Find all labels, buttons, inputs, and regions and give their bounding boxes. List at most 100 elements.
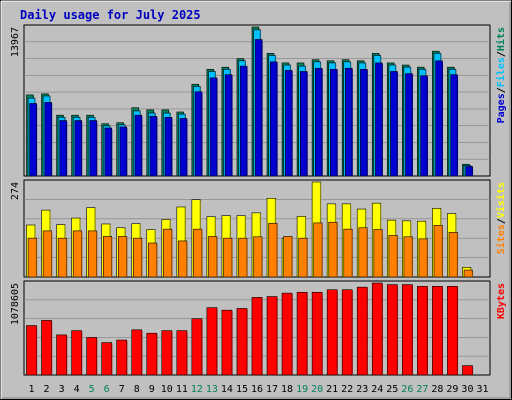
bar-sites-day-5-body (87, 230, 97, 278)
bar-sites-day-6 (102, 236, 113, 278)
bar-kbytes-day-17-body (266, 296, 278, 376)
side-label-part: / (496, 51, 507, 57)
bar-sites-day-3-body (57, 237, 67, 278)
bar-pages-day-20 (315, 67, 323, 177)
day-label: 17 (266, 384, 278, 395)
day-label: 13 (206, 384, 218, 395)
side-label-part: KBytes (496, 283, 507, 319)
day-label: 26 (401, 384, 413, 395)
day-label: 15 (236, 384, 248, 395)
bar-sites-day-10 (163, 228, 173, 278)
bar-kbytes-day-26-body (402, 284, 413, 376)
day-label: 12 (191, 384, 203, 395)
bar-sites-day-21-body (328, 221, 338, 278)
bar-pages-day-1 (29, 103, 38, 177)
bar-sites-day-8-body (133, 237, 143, 278)
bar-sites-day-3 (57, 237, 68, 278)
day-label: 1 (29, 384, 35, 395)
bar-kbytes-day-27 (417, 285, 428, 376)
bar-pages-day-25-body (390, 71, 398, 177)
bar-kbytes-day-7-body (116, 339, 128, 376)
bar-sites-day-13 (208, 236, 218, 278)
bar-pages-day-23 (360, 69, 368, 177)
bar-kbytes-day-21-body (326, 289, 338, 376)
bar-kbytes-day-2 (41, 320, 53, 376)
bar-sites-day-4-body (72, 230, 82, 278)
bars-visits-sites (26, 181, 474, 278)
bar-kbytes-day-17 (266, 296, 278, 376)
bar-pages-day-4 (74, 120, 83, 177)
side-label-part: / (496, 218, 507, 224)
bar-kbytes-day-21 (326, 289, 338, 376)
bar-sites-day-30 (463, 269, 474, 278)
bar-sites-day-17-body (268, 222, 278, 278)
bar-kbytes-day-23-body (356, 286, 368, 376)
bar-kbytes-day-7 (116, 339, 128, 376)
panel-kbytes: 1078605 KBytes (10, 280, 507, 376)
bar-sites-day-16-body (253, 236, 263, 278)
bar-kbytes-day-19 (296, 291, 308, 376)
bar-kbytes-day-20 (311, 291, 323, 376)
bar-pages-day-2-body (44, 102, 52, 177)
bar-kbytes-day-30-body (462, 365, 473, 376)
bar-pages-day-13-body (209, 77, 218, 177)
bar-kbytes-day-26 (402, 284, 413, 376)
bar-sites-day-29 (448, 231, 459, 278)
bar-sites-day-5 (87, 230, 98, 278)
bar-pages-day-26 (405, 73, 413, 177)
bar-sites-day-24-body (373, 229, 383, 278)
bar-pages-day-24-body (375, 62, 383, 177)
bar-pages-day-29 (450, 74, 459, 177)
bar-pages-day-2 (44, 102, 53, 177)
bar-kbytes-day-6-body (101, 342, 112, 376)
bar-sites-day-30-body (463, 269, 473, 278)
bar-kbytes-day-8 (131, 329, 143, 376)
bar-sites-day-26 (403, 236, 413, 278)
day-label: 23 (356, 384, 368, 395)
bar-kbytes-day-23 (356, 286, 368, 376)
bar-sites-day-29-body (448, 231, 458, 278)
day-label: 28 (431, 384, 443, 395)
bar-kbytes-day-4 (71, 330, 83, 376)
bar-kbytes-day-3-body (56, 334, 67, 376)
bar-sites-day-2-body (42, 230, 52, 278)
bar-kbytes-day-29-body (447, 285, 458, 376)
side-label-part: Hits (495, 27, 507, 51)
bar-pages-day-21 (330, 69, 338, 177)
panel-max-label: 13967 (10, 27, 21, 57)
bar-pages-day-13 (209, 77, 218, 177)
day-label: 24 (371, 384, 383, 395)
bar-sites-day-23 (358, 227, 368, 278)
bar-sites-day-19-body (298, 237, 308, 278)
bar-kbytes-day-5 (86, 337, 98, 376)
bar-sites-day-13-body (208, 236, 218, 278)
bar-sites-day-14 (223, 237, 233, 278)
bar-pages-day-19-body (299, 71, 308, 177)
bar-sites-day-27-body (418, 238, 428, 278)
bar-kbytes-day-22 (341, 289, 353, 376)
bar-pages-day-20-body (315, 67, 323, 177)
bar-kbytes-day-28-body (432, 285, 443, 376)
bar-kbytes-day-24-body (371, 282, 383, 376)
bar-kbytes-day-8-body (131, 329, 143, 376)
bar-kbytes-day-11 (176, 330, 188, 376)
bar-pages-day-30 (465, 166, 474, 177)
bars-hits-files-pages (26, 26, 474, 177)
bar-kbytes-day-1-body (26, 325, 37, 376)
bar-kbytes-day-9-body (146, 332, 158, 376)
bar-pages-day-26-body (405, 73, 413, 177)
bar-sites-day-17 (268, 222, 278, 278)
day-label: 3 (59, 384, 65, 395)
bar-kbytes-day-9 (146, 332, 158, 376)
day-label: 6 (104, 384, 110, 395)
bar-pages-day-29-body (450, 74, 458, 177)
bar-sites-day-22-body (343, 228, 353, 278)
bar-sites-day-7-body (117, 236, 128, 278)
bar-kbytes-day-3 (56, 334, 68, 376)
bar-kbytes-day-1 (26, 325, 38, 376)
bar-pages-day-12 (194, 91, 203, 177)
bar-kbytes-day-16-body (251, 297, 263, 376)
bar-kbytes-day-27-body (417, 285, 428, 376)
bar-pages-day-14-body (224, 74, 233, 177)
